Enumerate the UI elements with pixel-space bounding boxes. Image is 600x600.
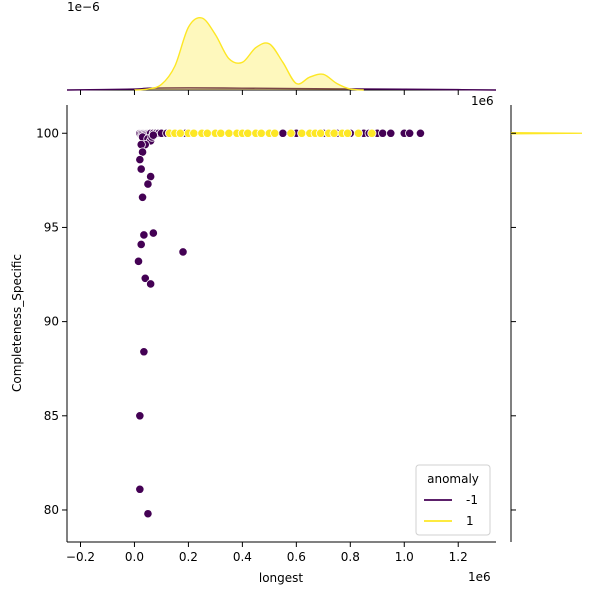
scatter-point-neg1	[146, 279, 156, 289]
legend-box	[415, 464, 491, 536]
scatter-point-pos1	[202, 128, 212, 138]
scatter-point-pos1	[353, 128, 363, 138]
scatter-point-pos1	[367, 128, 377, 138]
top-kde-fill-pos1	[134, 17, 364, 90]
x-offset-label: 1e6	[468, 570, 491, 584]
scatter-point-neg1	[148, 130, 158, 140]
y-ticks: 80 85 90 95 100	[36, 126, 67, 517]
scatter-point-neg1	[136, 139, 146, 150]
scatter-point-neg1	[140, 273, 150, 283]
x-tick-label: 1.2	[449, 550, 468, 564]
x-tick-label: 0.4	[233, 550, 252, 564]
scatter-point-pos1	[286, 128, 296, 138]
x-ticks: −0.2 0.0 0.2 0.4 0.6 0.8 1.0 1.2	[66, 542, 468, 564]
y-tick-label: 95	[44, 220, 59, 234]
scatter-point-neg1	[139, 347, 149, 357]
scatter-point-pos1	[297, 128, 307, 138]
right-kde-layer	[510, 132, 583, 135]
scatter-point-pos1	[270, 128, 280, 138]
scatter-point-neg1	[136, 164, 146, 174]
scatter-point-neg1	[378, 128, 388, 138]
scatter-point-neg1	[148, 228, 158, 238]
right-kde-line-pos1	[510, 132, 583, 135]
right-marginal-kde: 1e6	[471, 94, 583, 542]
y-tick-label: 90	[44, 315, 59, 329]
top-kde-layer	[66, 17, 497, 91]
x-tick-label: 0.6	[287, 550, 306, 564]
x-tick-label: 0.8	[341, 550, 360, 564]
top-kde-line-neg1	[66, 87, 497, 91]
x-tick-label: 1.0	[395, 550, 414, 564]
scatter-point-neg1	[135, 155, 145, 165]
y-tick-label: 100	[36, 126, 59, 140]
x-offset-label-right-margin: 1e6	[471, 94, 494, 108]
x-tick-label: −0.2	[66, 550, 95, 564]
y-tick-label: 80	[44, 503, 59, 517]
scatter-point-pos1	[329, 128, 339, 138]
legend-label-neg1: -1	[466, 493, 478, 507]
scatter-point-pos1	[256, 128, 266, 138]
scatter-points	[133, 128, 426, 519]
scatter-point-neg1	[278, 128, 288, 138]
scatter-point-pos1	[243, 128, 253, 138]
scatter-point-neg1	[135, 411, 145, 421]
main-axes: −0.2 0.0 0.2 0.4 0.6 0.8 1.0 1.2 80 85 90 95 100 lo…	[10, 105, 496, 585]
scatter-point-neg1	[405, 128, 415, 138]
scatter-point-neg1	[143, 509, 153, 519]
scatter-point-neg1	[135, 484, 145, 494]
scatter-point-pos1	[216, 128, 226, 138]
scatter-point-neg1	[139, 230, 149, 240]
scatter-point-neg1	[137, 192, 148, 202]
scatter-point-pos1	[343, 128, 353, 138]
top-marginal-offset-label: 1e−6	[67, 0, 100, 14]
top-marginal-kde: 1e−6	[66, 0, 497, 95]
scatter-point-pos1	[175, 128, 185, 138]
scatter-point-neg1	[143, 179, 153, 189]
scatter-point-neg1	[136, 239, 146, 249]
legend: anomaly -1 1	[415, 464, 491, 536]
scatter-point-neg1	[415, 128, 426, 138]
scatter-point-neg1	[146, 171, 156, 182]
scatter-point-neg1	[386, 128, 396, 138]
scatter-point-neg1	[137, 147, 148, 157]
x-tick-label: 0.2	[179, 550, 198, 564]
y-axis-label: Completeness_Specific	[10, 254, 24, 392]
y-tick-label: 85	[44, 409, 59, 423]
x-tick-label: 0.0	[125, 550, 144, 564]
x-axis-label: longest	[259, 571, 304, 585]
scatter-point-pos1	[189, 128, 199, 138]
scatter-point-neg1	[178, 247, 188, 257]
legend-label-pos1: 1	[466, 514, 474, 528]
scatter-point-pos1	[224, 128, 234, 138]
legend-title: anomaly	[427, 472, 479, 486]
scatter-point-neg1	[133, 256, 144, 266]
scatter-point-pos1	[316, 128, 326, 138]
top-kde-line-pos1	[134, 17, 364, 91]
